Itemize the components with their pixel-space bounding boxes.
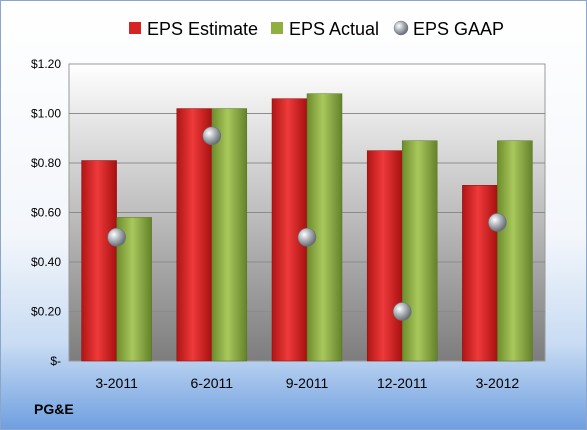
bar-eps-estimate	[176, 108, 213, 362]
bar-eps-estimate	[462, 185, 498, 362]
y-tick-label: $0.20	[31, 305, 61, 319]
marker-eps-gaap	[202, 126, 222, 146]
y-tick-label: $-	[50, 354, 61, 368]
x-category-label: 9-2011	[286, 375, 329, 391]
marker-eps-gaap	[297, 227, 317, 247]
x-category-label: 6-2011	[191, 375, 234, 391]
y-tick-label: $1.00	[31, 107, 61, 121]
x-category-label: 3-2012	[476, 375, 520, 391]
bar-eps-actual	[306, 93, 343, 362]
marker-eps-gaap	[392, 302, 412, 321]
y-tick-label: $0.60	[31, 206, 61, 220]
bar-eps-estimate	[366, 150, 403, 362]
bar-eps-estimate	[81, 160, 117, 362]
x-category-label: 12-2011	[377, 375, 428, 391]
bar-eps-actual	[116, 217, 152, 362]
legend-label: EPS GAAP	[413, 19, 504, 39]
legend-swatch-estimate	[129, 22, 141, 34]
x-category-label: 3-2011	[95, 375, 138, 391]
legend-swatch-actual	[271, 22, 283, 34]
marker-eps-gaap	[107, 227, 126, 247]
bar-eps-estimate	[271, 98, 308, 362]
legend-label: EPS Estimate	[147, 19, 258, 39]
bar-eps-actual	[401, 140, 438, 362]
y-tick-label: $0.40	[31, 255, 61, 269]
legend-label: EPS Actual	[289, 19, 379, 39]
bar-eps-actual	[211, 108, 248, 362]
y-tick-label: $0.80	[31, 156, 61, 170]
legend-swatch-gaap	[393, 20, 409, 36]
marker-eps-gaap	[488, 213, 507, 232]
brand-label: PG&E	[34, 401, 74, 417]
bar-eps-actual	[497, 140, 533, 362]
y-tick-label: $1.20	[31, 57, 61, 71]
